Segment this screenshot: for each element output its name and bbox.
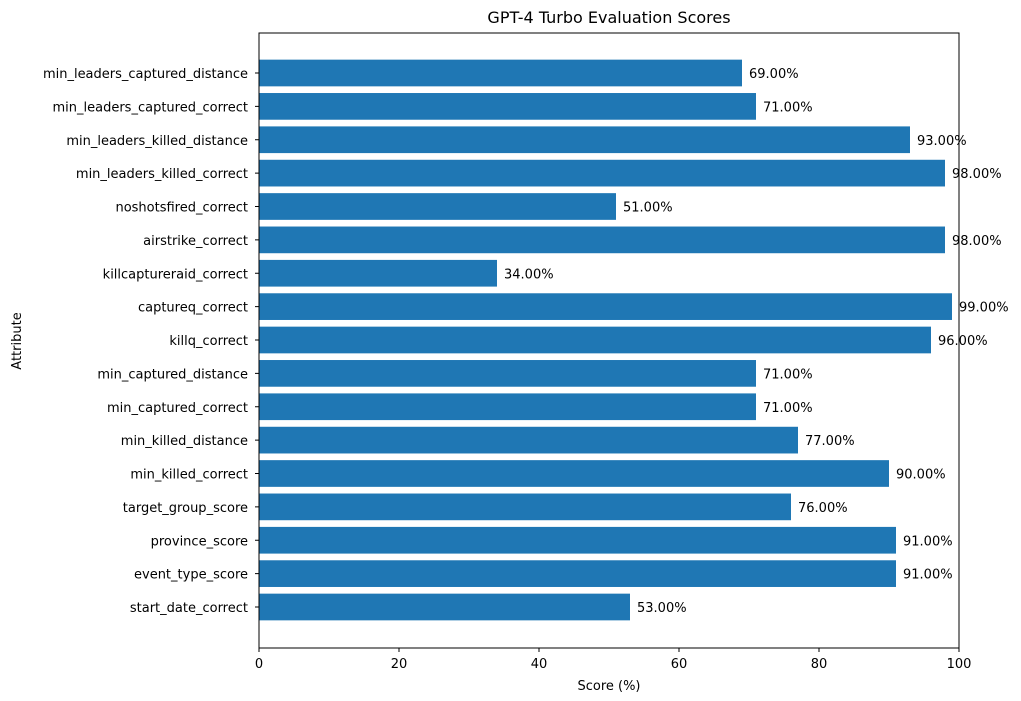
bar-killcaptureraid_correct xyxy=(259,259,497,287)
bar-min_captured_correct xyxy=(259,393,756,421)
data-label-min_leaders_captured_distance: 69.00% xyxy=(749,67,799,82)
y-tick-label-killq_correct: killq_correct xyxy=(169,334,248,349)
data-label-min_killed_distance: 77.00% xyxy=(805,434,855,449)
data-label-event_type_score: 91.00% xyxy=(903,568,953,583)
data-label-min_leaders_captured_correct: 71.00% xyxy=(763,100,813,115)
y-tick-label-min_killed_distance: min_killed_distance xyxy=(121,434,248,449)
data-label-min_captured_correct: 71.00% xyxy=(763,401,813,416)
data-label-min_killed_correct: 90.00% xyxy=(896,468,946,483)
y-tick-label-noshotsfired_correct: noshotsfired_correct xyxy=(115,201,248,216)
x-tick-label-0: 0 xyxy=(255,657,263,672)
x-tick-label-60: 60 xyxy=(671,657,688,672)
y-tick-label-min_leaders_captured_correct: min_leaders_captured_correct xyxy=(53,100,249,115)
data-label-noshotsfired_correct: 51.00% xyxy=(623,201,673,216)
data-label-start_date_correct: 53.00% xyxy=(637,601,687,616)
bar-min_leaders_killed_correct xyxy=(259,159,945,187)
y-tick-label-min_leaders_captured_distance: min_leaders_captured_distance xyxy=(43,67,248,82)
data-label-airstrike_correct: 98.00% xyxy=(952,234,1002,249)
bar-min_captured_distance xyxy=(259,360,756,387)
x-tick-label-80: 80 xyxy=(811,657,828,672)
y-tick-label-captureq_correct: captureq_correct xyxy=(138,301,248,316)
bar-start_date_correct xyxy=(259,593,630,621)
y-tick-label-min_captured_distance: min_captured_distance xyxy=(97,367,248,382)
bar-captureq_correct xyxy=(259,293,952,320)
y-tick-label-airstrike_correct: airstrike_correct xyxy=(143,234,248,249)
x-tick-label-20: 20 xyxy=(391,657,408,672)
bar-min_killed_correct xyxy=(259,460,889,487)
x-axis-label: Score (%) xyxy=(577,679,640,694)
y-tick-label-event_type_score: event_type_score xyxy=(134,568,248,583)
bar-min_leaders_captured_correct xyxy=(259,93,756,120)
data-label-min_captured_distance: 71.00% xyxy=(763,367,813,382)
bar-min_killed_distance xyxy=(259,426,798,454)
x-tick-label-40: 40 xyxy=(531,657,548,672)
data-label-captureq_correct: 99.00% xyxy=(959,301,1009,316)
bar-event_type_score xyxy=(259,560,896,587)
y-tick-label-min_killed_correct: min_killed_correct xyxy=(130,468,248,483)
data-labels-layer: 69.00% 71.00% 93.00% 98.00% 51.00% 98.00% 34.0… xyxy=(504,67,1009,616)
y-tick-label-min_leaders_killed_distance: min_leaders_killed_distance xyxy=(66,134,248,149)
data-label-min_leaders_killed_correct: 98.00% xyxy=(952,167,1002,182)
y-tick-label-min_leaders_killed_correct: min_leaders_killed_correct xyxy=(76,167,248,182)
y-tick-label-province_score: province_score xyxy=(151,534,248,549)
bar-min_leaders_captured_distance xyxy=(259,59,742,87)
bar-airstrike_correct xyxy=(259,226,945,254)
bar-noshotsfired_correct xyxy=(259,193,616,220)
y-axis-label: Attribute xyxy=(10,312,25,369)
data-label-province_score: 91.00% xyxy=(903,534,953,549)
data-label-target_group_score: 76.00% xyxy=(798,501,848,516)
y-tick-label-start_date_correct: start_date_correct xyxy=(130,601,248,616)
bar-killq_correct xyxy=(259,326,931,354)
y-tick-label-killcaptureraid_correct: killcaptureraid_correct xyxy=(103,267,248,282)
y-tick-label-min_captured_correct: min_captured_correct xyxy=(107,401,248,416)
data-label-min_leaders_killed_distance: 93.00% xyxy=(917,134,967,149)
data-label-killcaptureraid_correct: 34.00% xyxy=(504,267,554,282)
chart-title: GPT-4 Turbo Evaluation Scores xyxy=(487,8,730,27)
y-tick-label-target_group_score: target_group_score xyxy=(123,501,248,516)
y-axis: min_leaders_captured_distance min_leaders… xyxy=(43,67,259,616)
data-label-killq_correct: 96.00% xyxy=(938,334,988,349)
bars-layer xyxy=(259,59,952,621)
x-tick-label-100: 100 xyxy=(947,657,972,672)
bar-province_score xyxy=(259,526,896,554)
bar-min_leaders_killed_distance xyxy=(259,126,910,154)
bar-target_group_score xyxy=(259,493,791,521)
x-axis: 0 20 40 60 80 100 xyxy=(255,648,972,672)
